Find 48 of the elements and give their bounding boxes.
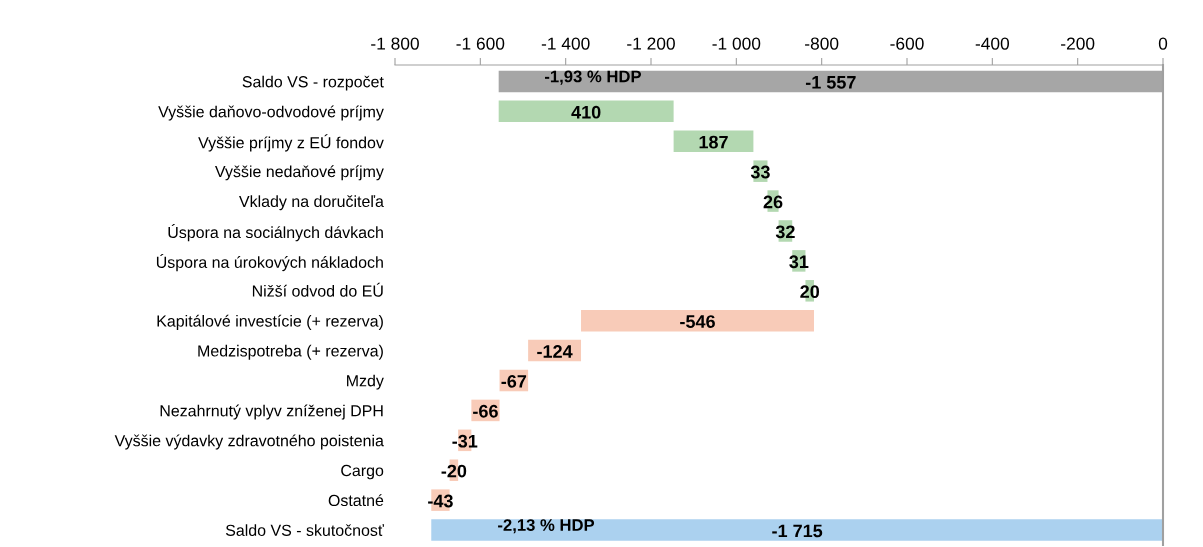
x-tick-label: -800 <box>805 37 839 50</box>
data-label: 32 <box>775 225 795 239</box>
data-label: -1 715 <box>772 524 823 538</box>
bar <box>673 130 754 153</box>
y-tick-label: Nezahrnutý vplyv zníženej DPH <box>160 404 383 420</box>
data-label: -546 <box>680 315 715 328</box>
x-tick-label: 0 <box>1158 37 1168 50</box>
y-tick-label: Úspora na sociálnych dávkach <box>168 224 383 242</box>
y-tick-label: Nižší odvod do EÚ <box>252 282 383 297</box>
y-tick-label: Vyššie výdavky zdravotného poistenia <box>114 434 384 450</box>
data-label: -31 <box>452 434 478 448</box>
x-tick-label: -400 <box>975 37 1010 50</box>
y-tick-label: Kapitálové investície (+ rezerva) <box>157 314 383 330</box>
x-tick-label: -1 800 <box>371 37 419 50</box>
y-tick-label: Saldo VS - rozpočet <box>242 75 384 91</box>
bar <box>498 100 674 123</box>
data-label: 26 <box>763 195 783 209</box>
y-tick-label: Vyššie príjmy z EÚ fondov <box>198 134 384 152</box>
y-tick-label: Vyššie daňovo-odvodové príjmy <box>158 105 384 121</box>
data-label: -66 <box>473 404 498 418</box>
y-tick-label: Medzispotreba (+ rezerva) <box>198 344 383 360</box>
annotation: -2,13 % HDP <box>498 519 595 534</box>
data-label: -20 <box>441 464 467 478</box>
x-tick-label: -1 200 <box>627 37 675 50</box>
data-label: 410 <box>571 105 601 119</box>
data-label: -124 <box>537 345 573 358</box>
y-tick-label: Saldo VS - skutočnosť <box>225 524 385 536</box>
x-tick-label: -1 000 <box>712 37 761 50</box>
x-tick-label: -1 400 <box>541 37 590 50</box>
x-tick-label: -600 <box>890 37 924 50</box>
bar <box>431 519 1163 541</box>
data-label: 187 <box>699 135 728 149</box>
bar <box>581 309 814 332</box>
y-tick-label: Ostatné <box>328 494 384 507</box>
y-tick-label: Cargo <box>341 464 384 480</box>
y-tick-label: Úspora na úrokových nákladoch <box>156 253 383 272</box>
annotation: -1,93 % HDP <box>544 70 642 85</box>
y-tick-label: Vyššie nedaňové príjmy <box>215 165 384 181</box>
data-label: -1 557 <box>805 76 856 89</box>
data-label: 20 <box>800 285 820 299</box>
data-label: 33 <box>750 165 770 179</box>
y-tick-label: Mzdy <box>347 374 384 390</box>
x-tick-label: -1 600 <box>456 37 505 50</box>
data-label: 31 <box>789 255 809 269</box>
y-tick-label: Vklady na doručiteľa <box>239 195 384 211</box>
data-label: -43 <box>428 494 453 508</box>
x-tick-label: -200 <box>1061 37 1095 50</box>
data-label: -67 <box>501 374 527 388</box>
